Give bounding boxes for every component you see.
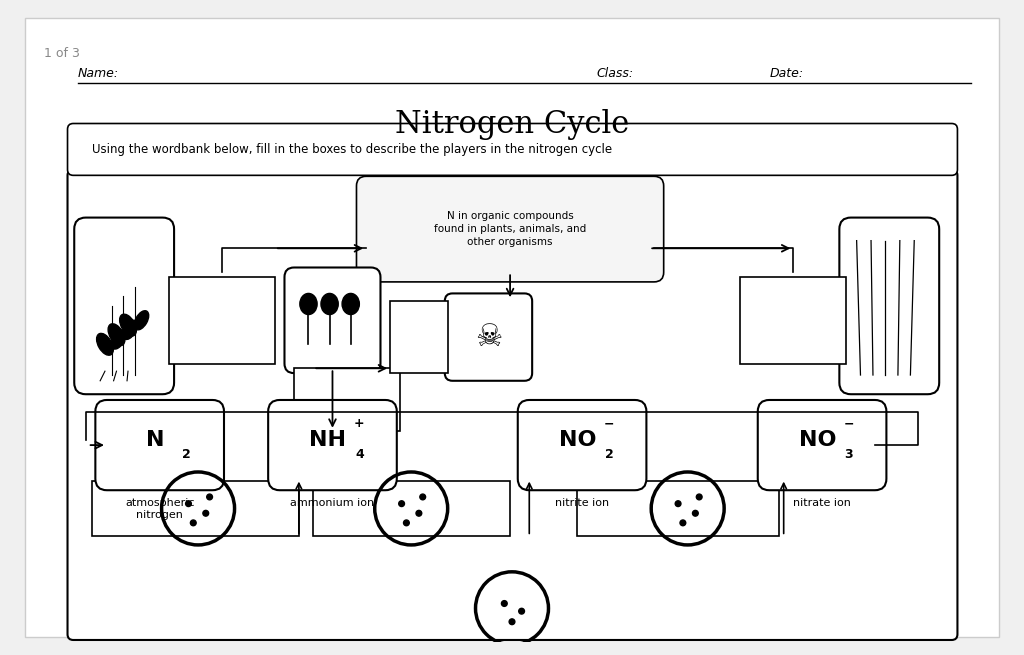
Text: Name:: Name: <box>78 67 119 81</box>
FancyBboxPatch shape <box>356 176 664 282</box>
Circle shape <box>692 510 698 516</box>
FancyBboxPatch shape <box>758 400 887 490</box>
Text: Class:: Class: <box>596 67 634 81</box>
Text: ammonium ion: ammonium ion <box>291 498 375 508</box>
Ellipse shape <box>112 330 126 349</box>
Ellipse shape <box>120 314 136 336</box>
Text: 4: 4 <box>355 448 364 461</box>
Circle shape <box>420 494 426 500</box>
FancyBboxPatch shape <box>840 217 939 394</box>
Text: Nitrogen Cycle: Nitrogen Cycle <box>395 109 629 140</box>
Circle shape <box>398 501 404 506</box>
FancyBboxPatch shape <box>95 400 224 490</box>
Text: atmospheric
nitrogen: atmospheric nitrogen <box>125 498 195 520</box>
Text: Using the wordbank below, fill in the boxes to describe the players in the nitro: Using the wordbank below, fill in the bo… <box>92 143 612 156</box>
Text: 2: 2 <box>182 448 190 461</box>
Ellipse shape <box>321 293 338 314</box>
Ellipse shape <box>96 333 114 355</box>
FancyBboxPatch shape <box>313 481 510 536</box>
Text: N in organic compounds
found in plants, animals, and
other organisms: N in organic compounds found in plants, … <box>434 211 586 248</box>
Text: nitrate ion: nitrate ion <box>794 498 851 508</box>
Circle shape <box>203 510 209 516</box>
Text: NH: NH <box>309 430 346 450</box>
Text: Date:: Date: <box>769 67 804 81</box>
FancyBboxPatch shape <box>518 400 646 490</box>
Circle shape <box>207 494 213 500</box>
Text: 1 of 3: 1 of 3 <box>44 47 80 60</box>
Ellipse shape <box>134 310 148 330</box>
Circle shape <box>509 619 515 625</box>
FancyBboxPatch shape <box>390 301 447 373</box>
Text: −: − <box>844 417 854 430</box>
Text: +: + <box>354 417 365 430</box>
Text: 3: 3 <box>845 448 853 461</box>
FancyBboxPatch shape <box>444 293 532 381</box>
Circle shape <box>502 601 507 607</box>
Text: 2: 2 <box>604 448 613 461</box>
Ellipse shape <box>109 324 125 346</box>
FancyBboxPatch shape <box>294 368 399 431</box>
Text: NO: NO <box>558 430 596 450</box>
Text: ☠: ☠ <box>475 323 502 352</box>
Ellipse shape <box>342 293 359 314</box>
Text: N: N <box>145 430 164 450</box>
FancyBboxPatch shape <box>169 277 274 364</box>
FancyBboxPatch shape <box>68 124 957 176</box>
FancyBboxPatch shape <box>740 277 846 364</box>
Circle shape <box>675 501 681 506</box>
FancyBboxPatch shape <box>268 400 397 490</box>
Text: NO: NO <box>799 430 836 450</box>
Ellipse shape <box>123 320 137 339</box>
FancyBboxPatch shape <box>68 170 957 640</box>
FancyBboxPatch shape <box>285 267 381 373</box>
Circle shape <box>185 501 191 506</box>
Circle shape <box>519 608 524 614</box>
Circle shape <box>190 520 197 526</box>
Circle shape <box>680 520 686 526</box>
Ellipse shape <box>300 293 317 314</box>
FancyBboxPatch shape <box>75 217 174 394</box>
Circle shape <box>416 510 422 516</box>
Text: nitrite ion: nitrite ion <box>555 498 609 508</box>
FancyBboxPatch shape <box>26 18 998 637</box>
FancyBboxPatch shape <box>578 481 779 536</box>
FancyBboxPatch shape <box>92 481 299 536</box>
Text: −: − <box>604 417 614 430</box>
Circle shape <box>696 494 702 500</box>
Circle shape <box>403 520 410 526</box>
